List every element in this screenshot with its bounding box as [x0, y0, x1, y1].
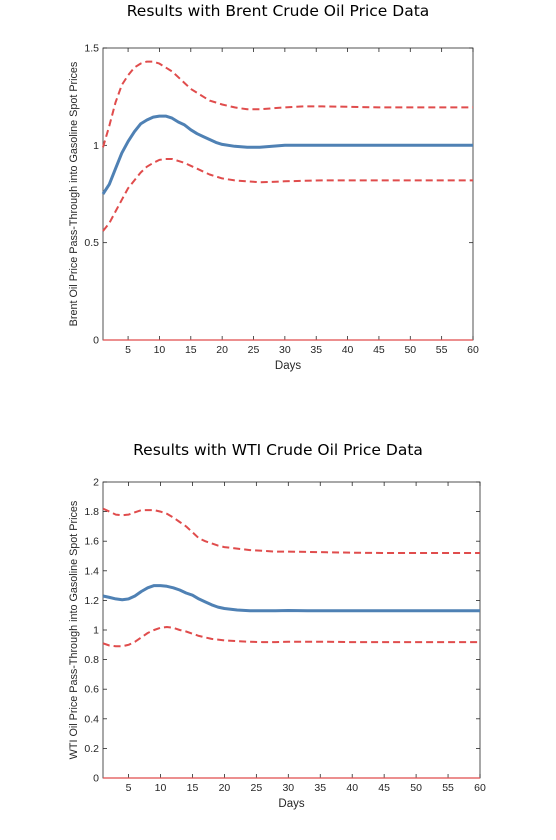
x-tick-label: 50 — [410, 782, 422, 794]
x-tick-label: 10 — [155, 782, 167, 794]
estimate-line — [102, 584, 480, 613]
y-tick-label: 0.4 — [84, 713, 99, 725]
x-tick-label: 5 — [126, 782, 132, 794]
chart-1-title: Results with Brent Crude Oil Price Data — [126, 2, 430, 20]
x-tick-label: 10 — [154, 344, 166, 356]
y-tick-label: 0 — [93, 335, 99, 347]
x-tick-label: 45 — [378, 782, 390, 794]
x-tick-label: 30 — [282, 782, 294, 794]
x-tick-label: 35 — [314, 782, 326, 794]
x-tick-label: 20 — [219, 782, 231, 794]
x-tick-label: 40 — [342, 344, 354, 356]
y-tick-label: 1.5 — [84, 43, 99, 55]
x-tick-label: 40 — [346, 782, 358, 794]
y-tick-label: 1 — [93, 140, 99, 152]
y-tick-label: 0 — [93, 773, 99, 785]
x-tick-label: 15 — [185, 344, 197, 356]
y-tick-label: 0.8 — [84, 654, 99, 666]
y-tick-label: 0.6 — [84, 684, 99, 696]
x-tick-label: 25 — [251, 782, 263, 794]
chart-2-title: Results with WTI Crude Oil Price Data — [133, 441, 423, 459]
lower-band-line — [102, 626, 480, 648]
y-axis-label: Brent Oil Price Pass-Through into Gasoli… — [68, 61, 80, 326]
x-tick-label: 25 — [248, 344, 260, 356]
chart-1-plot: 5 10 15 20 25 30 35 40 45 50 55 60 0 0.5 1 1.5 Days Brent… — [68, 43, 479, 373]
y-tick-label: 1.2 — [84, 595, 99, 607]
x-tick-label: 55 — [436, 344, 448, 356]
y-tick-label: 1.8 — [84, 506, 99, 518]
y-tick-label: 1 — [93, 625, 99, 637]
upper-band-line — [102, 60, 473, 148]
y-tick-label: 0.5 — [84, 237, 99, 249]
y-tick-label: 0.2 — [84, 743, 99, 755]
x-tick-label: 60 — [467, 344, 479, 356]
x-tick-label: 35 — [310, 344, 322, 356]
x-axis-label: Days — [278, 798, 304, 810]
y-tick-label: 1.6 — [84, 536, 99, 548]
y-axis-label: WTI Oil Price Pass-Through into Gasoline… — [68, 500, 80, 759]
x-tick-label: 15 — [187, 782, 199, 794]
x-tick-label: 5 — [125, 344, 131, 356]
x-tick-label: 30 — [279, 344, 291, 356]
x-tick-label: 60 — [474, 782, 486, 794]
x-tick-label: 55 — [442, 782, 454, 794]
estimate-line — [101, 114, 473, 195]
y-tick-label: 1.4 — [84, 565, 99, 577]
upper-band-line — [102, 507, 480, 554]
y-tick-label: 2 — [93, 477, 99, 489]
x-tick-label: 20 — [216, 344, 228, 356]
x-tick-label: 45 — [373, 344, 385, 356]
lower-band-line — [102, 158, 473, 232]
x-tick-label: 50 — [404, 344, 416, 356]
plot-area-frame — [102, 47, 474, 341]
chart-2-plot: 5 10 15 20 25 30 35 40 45 50 55 60 0 0.2 0.4 0.6 0.8 1 1.2… — [68, 477, 486, 811]
x-axis-label: Days — [275, 360, 301, 372]
plot-area-frame — [102, 481, 481, 779]
